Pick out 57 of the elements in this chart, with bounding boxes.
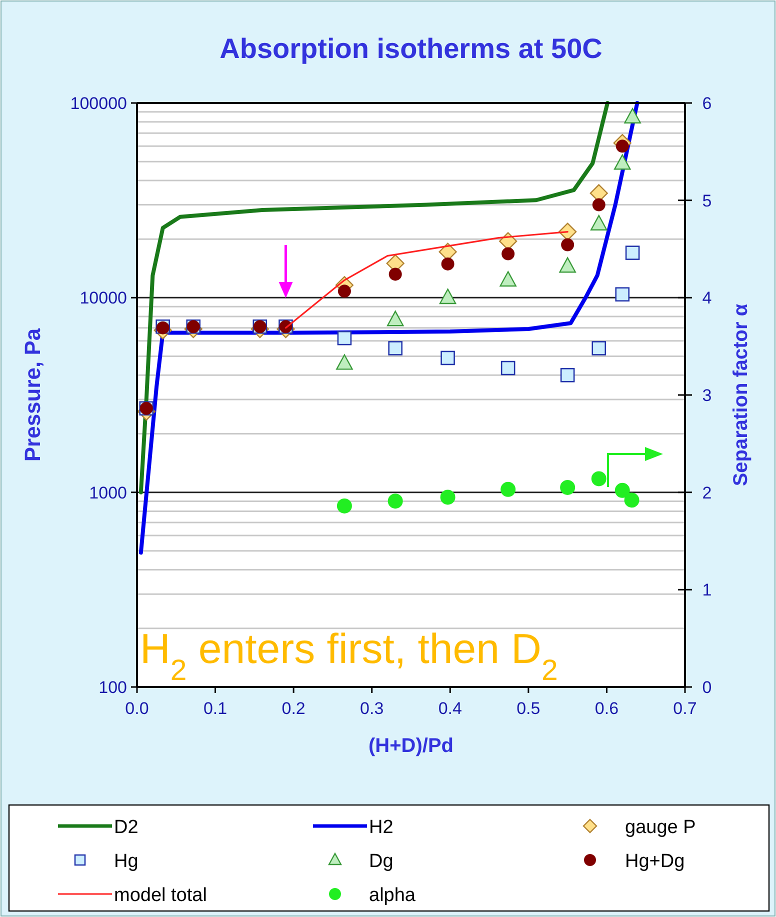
x-tick-label: 0.3 (360, 699, 384, 718)
x-tick-label: 0.7 (673, 699, 697, 718)
chart-title: Absorption isotherms at 50C (220, 33, 602, 64)
legend-label: H2 (369, 817, 394, 838)
y-tick-label: 100000 (70, 94, 127, 113)
legend-label: D2 (114, 817, 138, 838)
y2-tick-label: 0 (702, 678, 712, 697)
x-tick-label: 0.0 (125, 699, 149, 718)
x-tick-label: 0.1 (203, 699, 228, 718)
annotation: H$_{2}$ enters first, then D$_{2}$ (140, 625, 558, 686)
point (625, 246, 640, 260)
legend-label: Dg (369, 851, 394, 872)
point (616, 140, 629, 153)
y-tick-label: 10000 (80, 288, 127, 308)
point (500, 271, 516, 287)
point (338, 284, 351, 298)
y2-tick-label: 6 (702, 94, 712, 113)
x-tick-label: 0.6 (594, 699, 619, 718)
point (614, 154, 631, 170)
x-tick-label: 0.5 (516, 699, 540, 718)
legend-label: model total (114, 885, 207, 906)
y-axis-title: Pressure, Pa (20, 328, 45, 462)
point (388, 268, 402, 281)
point (440, 350, 455, 366)
point (500, 360, 516, 376)
legend-label: gauge P (625, 817, 696, 838)
point (561, 238, 574, 252)
legend-label: Hg (114, 851, 138, 872)
y-tick-label: 1000 (89, 483, 127, 502)
point (388, 341, 402, 356)
line-series (138, 101, 640, 555)
point (439, 288, 456, 304)
legend-label: alpha (369, 885, 416, 906)
point (624, 108, 641, 124)
point (559, 257, 576, 273)
y-tick-label: 100 (98, 678, 127, 697)
y2-axis-title: Separation factor α (730, 303, 752, 486)
point (592, 198, 606, 212)
line-series (138, 101, 610, 494)
point (590, 214, 608, 230)
point (336, 354, 353, 370)
y2-tick-label: 5 (702, 191, 712, 210)
x-tick-label: 0.2 (282, 699, 306, 718)
point (441, 257, 454, 270)
point (337, 330, 352, 346)
legend-label: Hg+Dg (625, 851, 685, 872)
point (502, 247, 515, 260)
x-axis-title: (H+D)/Pd (368, 735, 454, 757)
y2-tick-label: 2 (702, 483, 712, 502)
x-tick-label: 0.4 (438, 699, 462, 718)
point (592, 341, 606, 356)
y2-tick-label: 1 (702, 580, 712, 600)
y2-tick-label: 3 (702, 386, 712, 405)
point (615, 287, 630, 302)
point (386, 310, 404, 326)
y2-tick-label: 4 (702, 288, 712, 308)
point (560, 368, 575, 382)
